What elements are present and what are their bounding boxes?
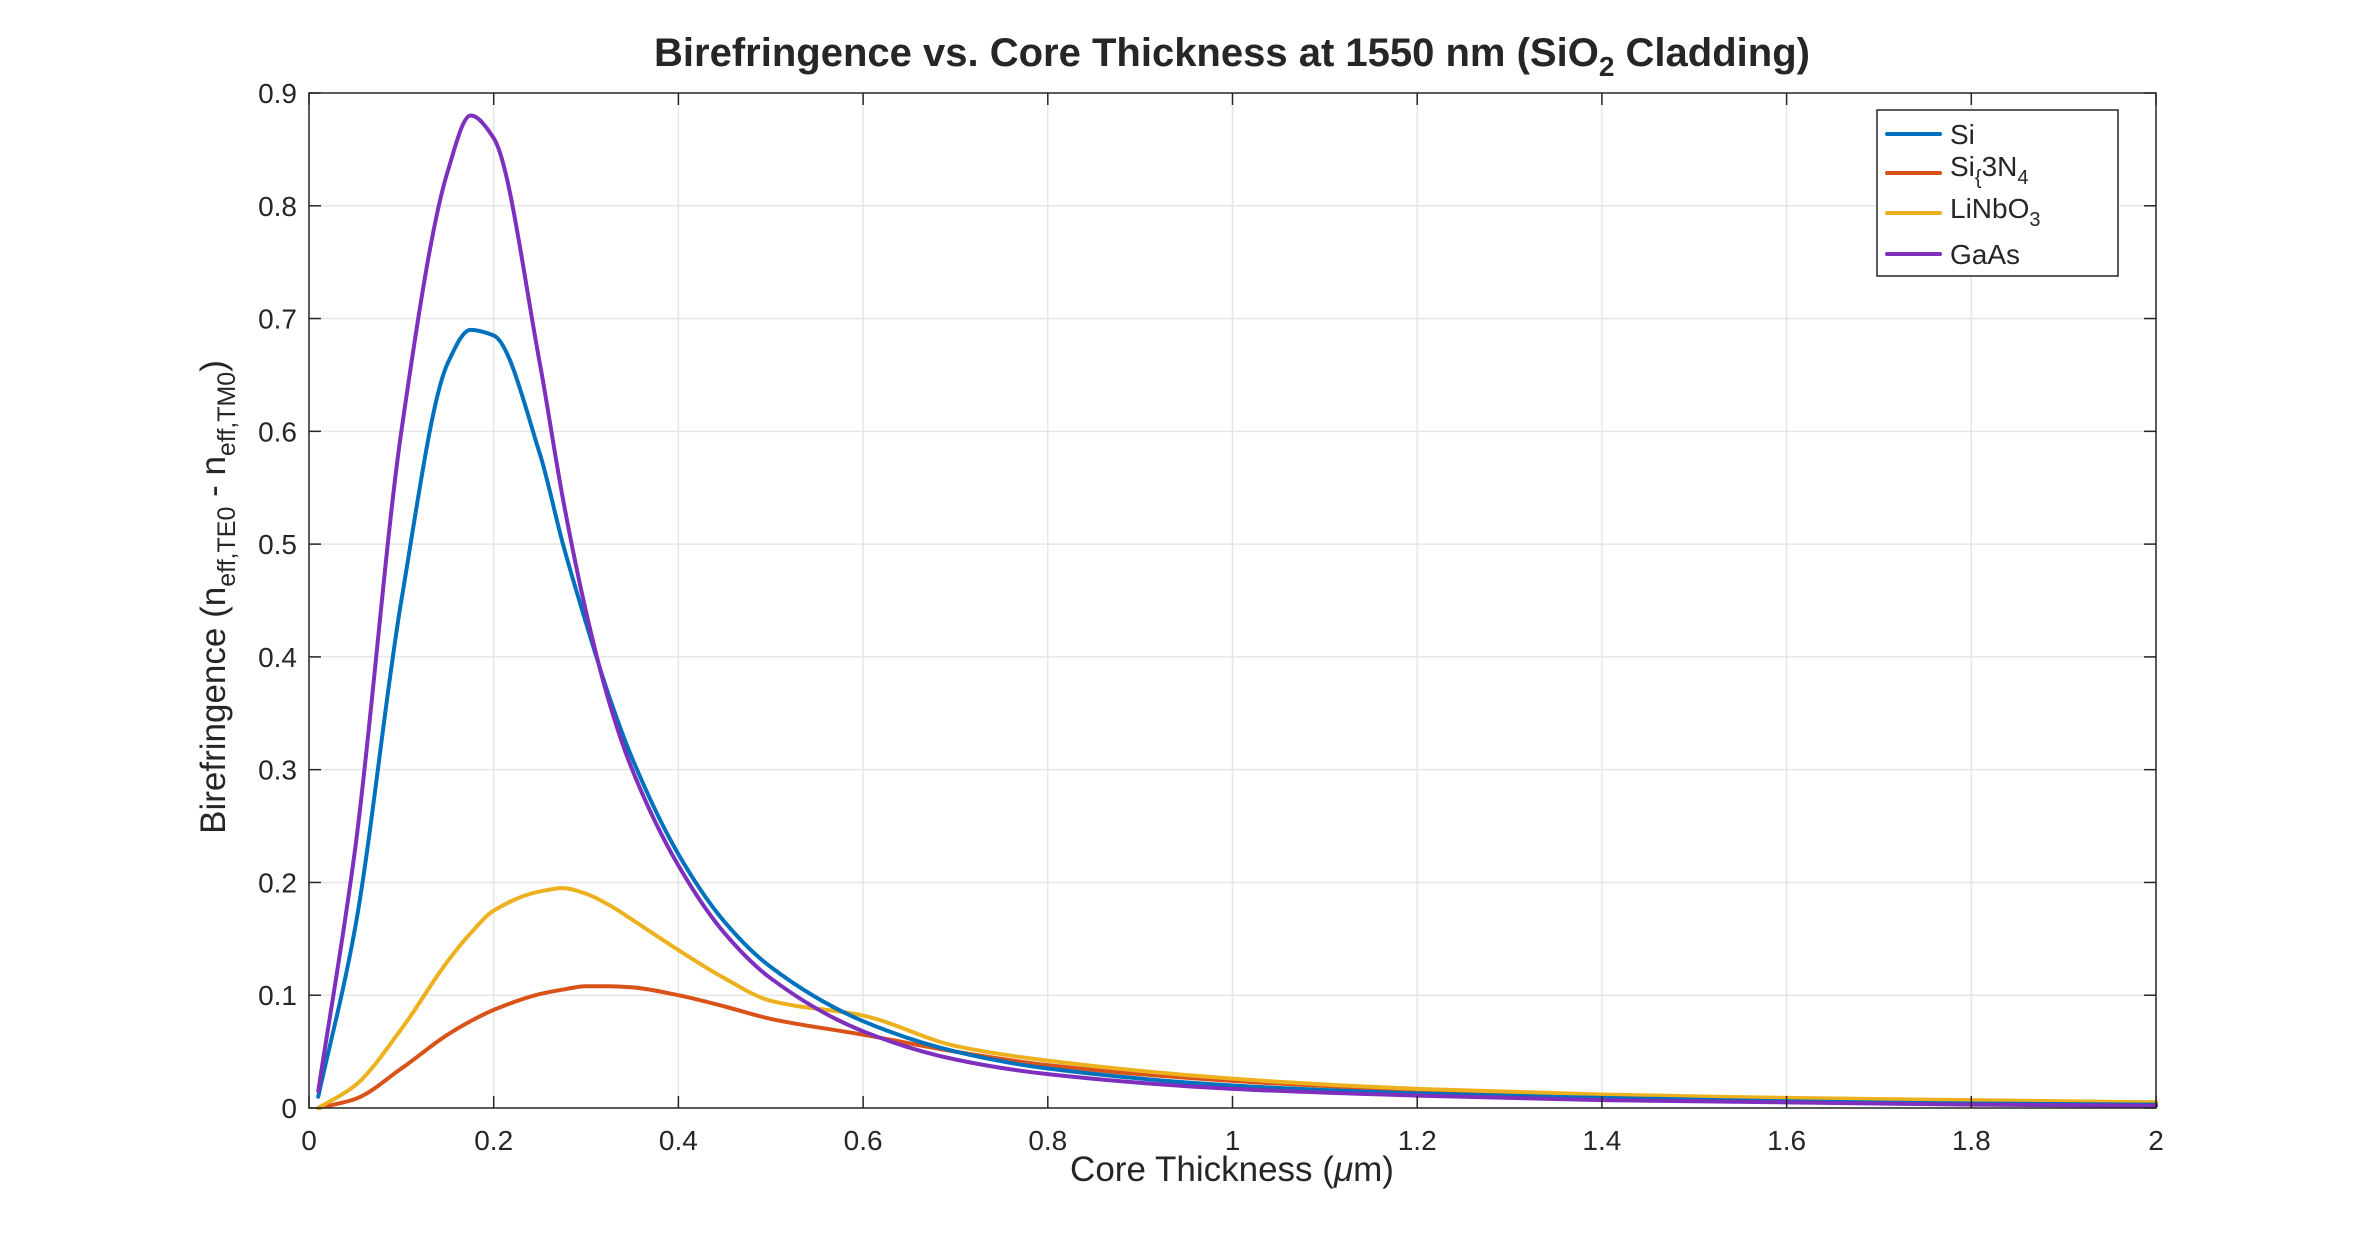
y-tick-label: 0.4	[258, 642, 297, 673]
y-axis-label: Birefringence (neff,TE0 - neff,TM0)	[194, 360, 241, 834]
legend-label-gaas: GaAs	[1950, 239, 2020, 270]
chart-title: Birefringence vs. Core Thickness at 1550…	[654, 31, 1810, 82]
y-tick-label: 0	[281, 1093, 297, 1124]
series-line-linbo3	[316, 886, 2158, 1110]
y-tick-label: 0.3	[258, 755, 297, 786]
y-tick-label: 0.7	[258, 304, 297, 335]
x-tick-label: 1.4	[1582, 1125, 1621, 1156]
x-tick-label: 0	[301, 1125, 317, 1156]
series-lines	[316, 113, 2158, 1110]
x-tick-label: 0.8	[1028, 1125, 1067, 1156]
series-line-si	[316, 327, 2158, 1107]
y-tick-label: 0.6	[258, 416, 297, 447]
series-line-gaas	[316, 113, 2158, 1108]
legend-label-si: Si	[1950, 119, 1975, 150]
x-tick-label: 1.2	[1398, 1125, 1437, 1156]
x-tick-label: 1.8	[1952, 1125, 1991, 1156]
y-axis-ticks: 0 0.1 0.2 0.3 0.4 0.5 0.6 0.7 0.8 0.9	[258, 78, 2156, 1124]
x-axis-ticks: 0 0.2 0.4 0.6 0.8 1 1.2 1.4 1.6 1.8 2	[301, 93, 2164, 1156]
x-tick-label: 1	[1225, 1125, 1241, 1156]
x-tick-label: 0.2	[474, 1125, 513, 1156]
y-tick-label: 0.2	[258, 867, 297, 898]
x-tick-label: 0.6	[844, 1125, 883, 1156]
legend-label-linbo3: LiNbO3	[1950, 193, 2041, 231]
x-tick-label: 0.4	[659, 1125, 698, 1156]
y-tick-label: 0.9	[258, 78, 297, 109]
y-tick-label: 0.1	[258, 980, 297, 1011]
x-tick-label: 1.6	[1767, 1125, 1806, 1156]
x-tick-label: 2	[2148, 1125, 2164, 1156]
y-tick-label: 0.8	[258, 191, 297, 222]
legend: Si Si{3N4 LiNbO3 GaAs	[1876, 109, 2119, 277]
legend-box	[1876, 109, 2119, 277]
legend-label-si3n4: Si{3N4	[1950, 151, 2029, 189]
x-axis-label: Core Thickness (μm)	[1070, 1150, 1394, 1189]
y-tick-label: 0.5	[258, 529, 297, 560]
